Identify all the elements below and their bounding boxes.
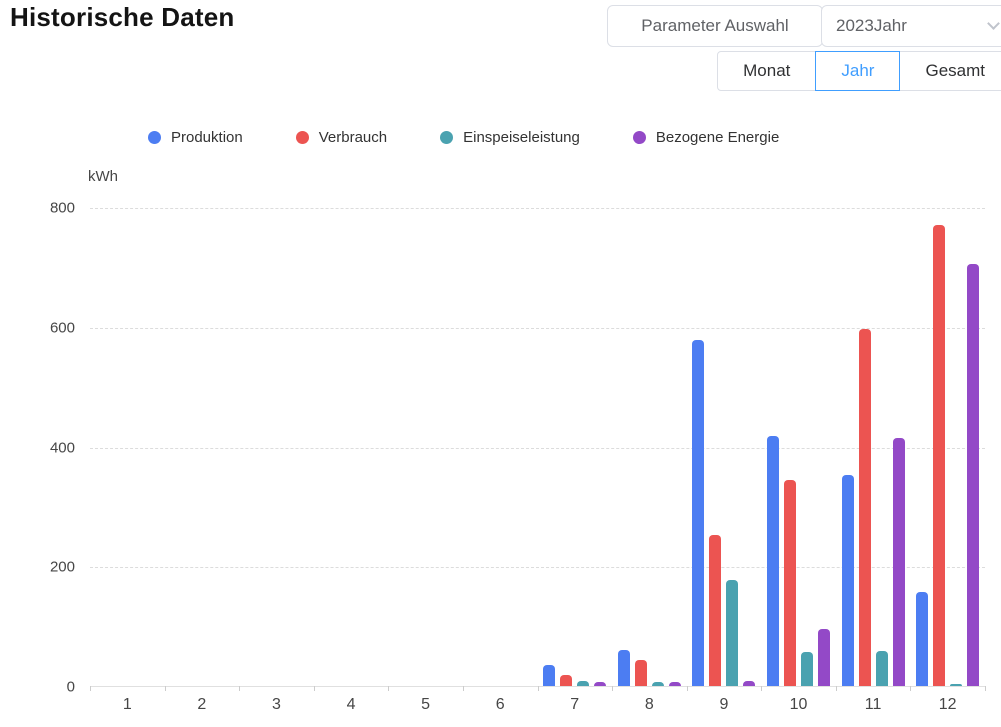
legend-item-produktion[interactable]: Produktion [148, 129, 243, 146]
legend-label: Verbrauch [318, 129, 388, 146]
legend-label: Einspeiseleistung [463, 129, 580, 146]
x-axis-tick [313, 686, 315, 691]
bar-group-month-12 [910, 208, 985, 686]
y-tick-label: 600 [49, 319, 75, 337]
y-tick-label: 200 [49, 558, 75, 576]
x-axis-tick [164, 686, 166, 691]
x-axis-tick [835, 686, 837, 691]
x-axis-tick [761, 686, 763, 691]
bar-bezogene-energie-month-10 [817, 628, 830, 686]
bar-group-month-3 [239, 208, 314, 686]
bar-bezogene-energie-month-7 [594, 682, 607, 686]
legend-dot [632, 131, 646, 144]
bar-verbrauch-month-10 [783, 480, 796, 686]
x-tick-label-month-3: 3 [271, 696, 281, 713]
gridline [90, 327, 985, 329]
bar-produktion-month-7 [543, 665, 556, 686]
bar-einspeiseleistung-month-12 [950, 683, 963, 686]
x-tick-label-month-9: 9 [719, 696, 729, 713]
bar-group-month-2 [165, 208, 240, 686]
y-axis-unit-label: kWh [88, 168, 118, 185]
range-tab-jahr[interactable]: Jahr [815, 51, 901, 91]
gridline [90, 567, 985, 569]
bar-group-month-8 [612, 208, 687, 686]
legend-item-verbrauch[interactable]: Verbrauch [295, 129, 388, 146]
bar-bezogene-energie-month-11 [892, 437, 905, 686]
chevron-down-icon [987, 17, 1000, 30]
bar-verbrauch-month-8 [634, 660, 647, 686]
x-tick-label-month-8: 8 [644, 696, 654, 713]
x-axis-tick [90, 686, 91, 691]
x-axis-tick [537, 686, 539, 691]
x-axis-tick [985, 686, 986, 691]
bar-group-month-9 [687, 208, 762, 686]
x-tick-label-month-2: 2 [197, 696, 207, 713]
bar-verbrauch-month-12 [933, 224, 946, 686]
x-tick-label-month-6: 6 [495, 696, 505, 713]
x-axis-tick [910, 686, 912, 691]
bar-produktion-month-10 [766, 435, 779, 686]
bar-group-month-6 [463, 208, 538, 686]
gridline [90, 447, 985, 449]
range-tab-gesamt[interactable]: Gesamt [899, 51, 1001, 91]
parameter-auswahl-button[interactable]: Parameter Auswahl [607, 5, 823, 47]
bar-produktion-month-12 [916, 592, 929, 686]
year-select[interactable]: 2023Jahr [821, 5, 1001, 47]
bar-group-month-1 [90, 208, 165, 686]
y-tick-label: 0 [66, 678, 75, 696]
x-axis-tick [388, 686, 390, 691]
year-select-value: 2023Jahr [836, 16, 907, 35]
y-axis-labels: 0 200 400 600 800 [28, 200, 75, 696]
bar-bezogene-energie-month-8 [668, 682, 681, 686]
bars-row [90, 208, 985, 686]
bar-produktion-month-11 [841, 475, 854, 686]
bar-einspeiseleistung-month-7 [577, 680, 590, 686]
x-axis-labels: 1 2 3 4 5 6 7 8 9 10 11 12 [90, 696, 985, 714]
bar-produktion-month-8 [617, 650, 630, 686]
bar-group-month-7 [537, 208, 612, 686]
bar-verbrauch-month-7 [560, 675, 573, 686]
x-axis-tick [239, 686, 241, 691]
bar-bezogene-energie-month-9 [743, 681, 756, 686]
bar-einspeiseleistung-month-11 [875, 651, 888, 686]
y-tick-label: 800 [49, 199, 75, 217]
range-tab-monat[interactable]: Monat [717, 51, 817, 91]
bar-einspeiseleistung-month-8 [651, 682, 664, 686]
x-axis-tick [612, 686, 614, 691]
x-tick-label-month-11: 11 [864, 696, 882, 713]
bar-einspeiseleistung-month-10 [800, 651, 813, 686]
legend-dot [295, 131, 309, 144]
bar-group-month-4 [314, 208, 389, 686]
x-axis-tick [462, 686, 464, 691]
bar-group-month-5 [388, 208, 463, 686]
legend-item-einspeiseleistung[interactable]: Einspeiseleistung [440, 129, 580, 146]
bar-produktion-month-9 [692, 339, 705, 686]
chart-legend: Produktion Verbrauch Einspeiseleistung Bezo… [148, 129, 779, 146]
plot-area [90, 208, 986, 691]
bar-group-month-11 [836, 208, 911, 686]
y-tick-label: 400 [49, 439, 75, 456]
legend-label: Bezogene Energie [655, 129, 780, 146]
legend-dot [440, 131, 454, 144]
bar-verbrauch-month-11 [858, 328, 871, 686]
x-tick-label-month-7: 7 [570, 696, 580, 713]
bar-bezogene-energie-month-12 [967, 263, 980, 686]
legend-label: Produktion [171, 129, 243, 146]
legend-item-bezogene-energie[interactable]: Bezogene Energie [632, 129, 780, 146]
x-tick-label-month-5: 5 [421, 696, 431, 713]
gridline [90, 208, 985, 209]
x-tick-label-month-4: 4 [346, 696, 356, 713]
bar-einspeiseleistung-month-9 [726, 580, 739, 686]
x-tick-label-month-12: 12 [938, 696, 957, 713]
range-tabs: Monat Jahr Gesamt [717, 51, 1001, 91]
bar-verbrauch-month-9 [709, 535, 722, 686]
legend-dot [148, 131, 161, 144]
page-title: Historische Daten [10, 2, 235, 32]
bar-group-month-10 [761, 208, 836, 686]
x-tick-label-month-10: 10 [789, 696, 808, 713]
x-tick-label-month-1: 1 [122, 696, 132, 713]
x-axis-tick [686, 686, 688, 691]
